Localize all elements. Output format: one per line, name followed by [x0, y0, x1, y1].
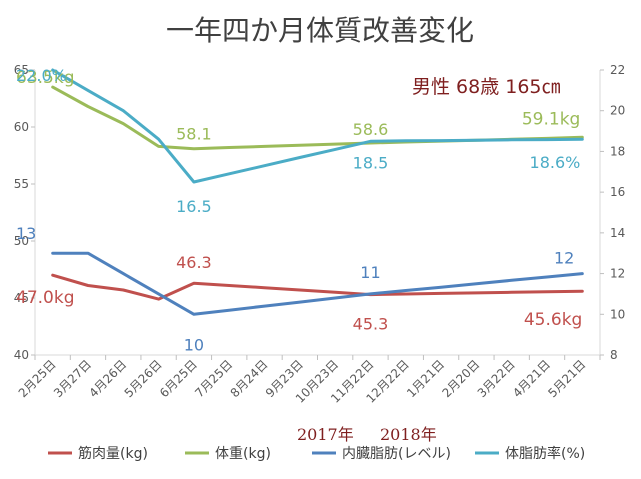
y-right-tick-label: 18 [610, 144, 625, 158]
legend: 筋肉量(kg) 体重(kg) 内臓脂肪(レベル) 体脂肪率(%) [48, 445, 585, 462]
data-label: 13 [16, 224, 36, 243]
data-label: 16.5 [176, 197, 212, 216]
year-label: 2018年 [380, 425, 437, 444]
year-label: 2017年 [297, 425, 354, 444]
series-line-3 [51, 68, 584, 184]
y-left-tick-label: 55 [14, 177, 29, 191]
y-right-tick-label: 22 [610, 63, 625, 77]
legend-label: 筋肉量(kg) [78, 445, 148, 462]
x-tick-label: 8月24日 [228, 357, 271, 400]
y-left-tick-label: 65 [14, 63, 29, 77]
data-label: 12 [554, 249, 574, 268]
data-label: 45.3 [353, 315, 389, 334]
data-label: 59.1kg [522, 109, 581, 129]
y-left-tick-label: 50 [14, 234, 29, 248]
y-right-tick-label: 12 [610, 267, 625, 281]
data-label: 58.6 [353, 120, 389, 139]
y-right-tick-label: 10 [610, 307, 625, 321]
x-tick-label: 2月20日 [439, 357, 482, 400]
x-tick-label: 2月25日 [16, 357, 59, 400]
data-label: 47.0kg [16, 288, 75, 308]
chart-title: 一年四か月体質改善変化 [166, 14, 474, 47]
data-label: 45.6kg [524, 310, 583, 330]
y-left-tick-label: 45 [14, 291, 29, 305]
x-tick-label: 4月26日 [86, 357, 129, 400]
plot-area [34, 70, 601, 356]
x-tick-label: 3月27日 [51, 357, 94, 400]
legend-label: 体脂肪率(%) [505, 445, 585, 462]
x-tick-label: 3月22日 [475, 357, 518, 400]
data-label: 58.1 [176, 125, 212, 144]
legend-label: 内臓脂肪(レベル) [342, 446, 451, 462]
series-line-0 [51, 273, 584, 301]
data-label: 18.5 [353, 153, 389, 172]
y-right-tick-label: 20 [610, 104, 625, 118]
data-label: 63.5kg [16, 68, 75, 88]
profile-annotation: 男性 68歳 165㎝ [412, 76, 561, 98]
legend-label: 体重(kg) [215, 446, 271, 462]
y-right-tick-label: 14 [610, 226, 625, 240]
x-tick-label: 5月21日 [545, 357, 588, 400]
y-right-tick-label: 8 [610, 348, 618, 362]
data-label: 46.3 [176, 253, 212, 272]
data-label: 18.6% [530, 153, 581, 172]
y-left-tick-label: 40 [14, 348, 29, 362]
data-labels: 63.5kg 58.1 58.6 59.1kg 22.0% 16.5 18.5 18.6% 13… [16, 66, 582, 354]
series-lines [51, 68, 584, 316]
y-left-tick-label: 60 [14, 120, 29, 134]
x-tick-label: 4月21日 [510, 357, 553, 400]
data-label: 10 [184, 335, 204, 354]
y-right-tick-label: 16 [610, 185, 625, 199]
series-line-2 [51, 251, 584, 316]
x-tick-label: 6月25日 [157, 357, 200, 400]
year-labels: 2017年 2018年 [297, 425, 437, 444]
x-tick-label: 7月25日 [192, 357, 235, 400]
x-tick-label: 5月26日 [122, 357, 165, 400]
x-tick-label: 1月21日 [404, 357, 447, 400]
data-label: 11 [360, 263, 380, 282]
data-label: 22.0% [16, 66, 67, 85]
